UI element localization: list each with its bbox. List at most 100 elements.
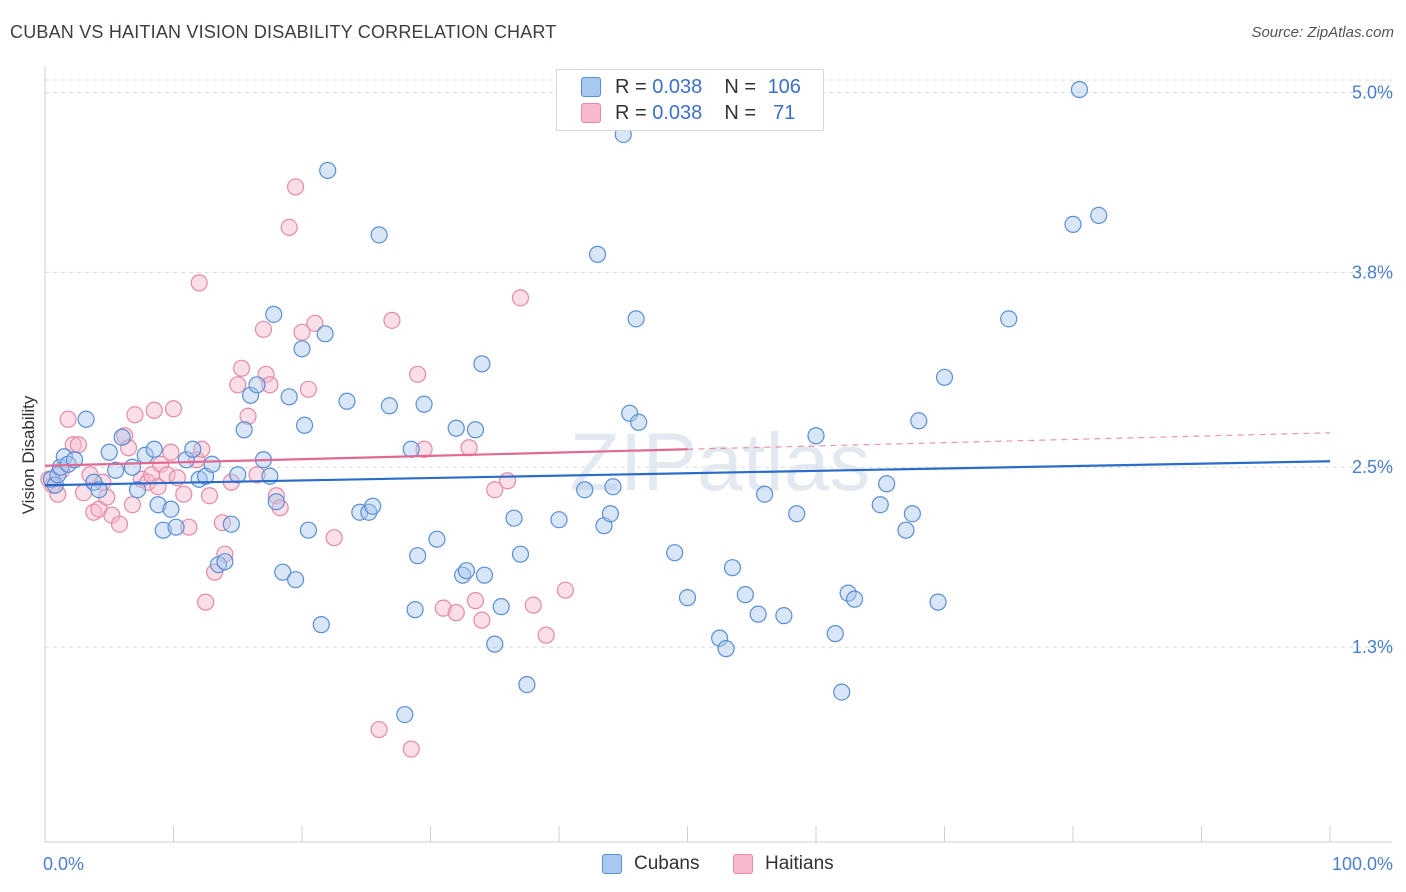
- cubans-point: [492, 598, 510, 616]
- haitians-point: [511, 289, 530, 307]
- cubans-point: [630, 413, 648, 431]
- source-label: Source: ZipAtlas.com: [1251, 24, 1394, 41]
- cubans-point: [364, 497, 382, 515]
- r-label: R =: [615, 101, 653, 124]
- r-value: 0.038: [652, 75, 703, 98]
- cubans-point: [749, 605, 767, 623]
- cubans-point: [229, 466, 247, 484]
- cubans-point: [788, 505, 806, 523]
- haitians-point: [466, 592, 485, 610]
- cubans-point: [380, 397, 398, 415]
- cubans-point: [409, 547, 427, 565]
- y-tick-labels: 1.3% 2.5% 3.8% 5.0%: [1352, 82, 1393, 657]
- haitians-point: [193, 440, 211, 458]
- cubans-point: [457, 562, 476, 580]
- cubans-point: [604, 478, 622, 496]
- haitians-point: [248, 466, 266, 484]
- haitians-point: [370, 720, 388, 739]
- cubans-point: [678, 589, 697, 607]
- n-value: 106: [767, 75, 801, 98]
- cubans-point: [736, 586, 754, 604]
- cubans-point: [601, 505, 620, 523]
- cubans-point: [723, 559, 742, 577]
- haitians-point: [306, 314, 324, 332]
- haitians-point: [180, 518, 198, 536]
- haitians-trend-line: [44, 448, 688, 467]
- cubans-point: [274, 563, 292, 581]
- cubans-point: [807, 427, 825, 445]
- cubans-point: [775, 607, 793, 625]
- haitians-point: [499, 472, 517, 490]
- cubans-point: [415, 395, 433, 413]
- haitians-point: [409, 365, 427, 383]
- cubans-point: [473, 355, 491, 373]
- haitians-point: [434, 599, 452, 617]
- haitians-point: [286, 178, 305, 196]
- cubans-point: [203, 455, 221, 473]
- haitians-point: [383, 311, 401, 329]
- haitians-swatch: [581, 103, 601, 123]
- cubans-point: [295, 416, 314, 434]
- cubans-point: [447, 419, 465, 437]
- haitians-point: [233, 359, 251, 377]
- haitians-point: [460, 439, 478, 457]
- cubans-point: [299, 521, 318, 539]
- cubans-point: [267, 493, 285, 511]
- legend-item-cubans[interactable]: Cubans: [602, 852, 700, 876]
- cubans-point: [717, 640, 735, 658]
- n-value: 71: [767, 101, 796, 124]
- cubans-point: [338, 392, 356, 410]
- cubans-point: [162, 500, 180, 518]
- legend-row-cubans: R = 0.038 N = 106: [581, 75, 801, 99]
- y-tick-label: 5.0%: [1352, 82, 1393, 102]
- cubans-point: [149, 496, 167, 514]
- cubans-point: [406, 601, 424, 619]
- cubans-point: [627, 310, 645, 328]
- cubans-point: [935, 368, 954, 386]
- haitians-point: [402, 740, 420, 758]
- x-tick-label: 0.0%: [43, 854, 84, 874]
- cubans-point: [177, 451, 195, 469]
- cubans-point: [145, 440, 163, 458]
- haitians-point: [197, 593, 215, 611]
- haitians-point: [164, 400, 183, 418]
- cubans-point: [475, 566, 494, 584]
- haitians-point: [126, 406, 144, 424]
- cubans-point: [486, 635, 504, 653]
- haitians-point: [85, 503, 103, 521]
- cubans-point: [576, 481, 594, 499]
- haitians-point: [524, 596, 542, 614]
- haitians-point: [59, 410, 77, 428]
- cubans-points: [42, 80, 1108, 724]
- cubans-trend-line: [44, 460, 1331, 487]
- cubans-point: [903, 505, 921, 523]
- cubans-point: [518, 676, 536, 694]
- cubans-point: [113, 428, 131, 446]
- haitians-point: [200, 487, 219, 505]
- legend-item-haitians[interactable]: Haitians: [733, 852, 834, 876]
- haitians-point: [190, 274, 208, 292]
- cubans-point: [845, 590, 864, 608]
- x-tick-labels: 0.0% 100.0%: [43, 854, 1393, 874]
- haitians-point: [175, 485, 193, 503]
- cubans-point: [929, 593, 947, 611]
- cubans-point: [910, 412, 928, 430]
- haitians-point: [261, 376, 279, 394]
- cubans-swatch: [581, 77, 601, 97]
- haitians-point: [64, 436, 82, 454]
- cubans-point: [621, 404, 639, 422]
- watermark: ZIPatlas: [570, 417, 871, 508]
- cubans-point: [396, 705, 414, 724]
- y-tick-label: 1.3%: [1352, 637, 1393, 657]
- axes: [44, 66, 1392, 843]
- cubans-point: [826, 625, 844, 643]
- haitians-point: [229, 376, 247, 394]
- haitians-point: [537, 626, 555, 644]
- cubans-point: [370, 226, 388, 244]
- cubans-point: [312, 616, 330, 634]
- cubans-point: [216, 553, 234, 571]
- cubans-point: [235, 421, 253, 439]
- n-label: N =: [724, 101, 762, 124]
- haitians-point: [152, 455, 170, 473]
- cubans-point: [265, 305, 283, 323]
